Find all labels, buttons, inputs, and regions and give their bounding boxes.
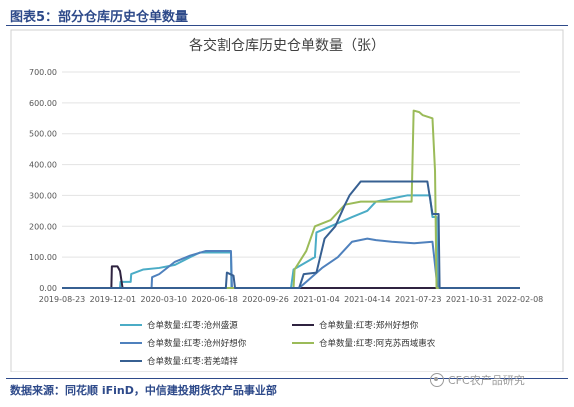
x-tick-label: 2022-02-08 xyxy=(497,295,544,304)
series-line-1 xyxy=(62,194,520,289)
legend-label: 仓单数量:红枣:郑州好想你 xyxy=(319,320,419,331)
y-tick-label: 300.00 xyxy=(29,191,57,200)
y-tick-label: 0.00 xyxy=(39,284,57,293)
chart-title: 各交割仓库历史仓单数量（张） xyxy=(189,37,385,54)
x-tick-label: 2020-06-18 xyxy=(191,295,238,304)
wechat-icon xyxy=(430,373,444,387)
data-source: 数据来源：同花顺 iFinD，中信建投期货农产品事业部 xyxy=(10,384,277,397)
series-line-3 xyxy=(62,237,520,289)
header-divider xyxy=(6,25,568,26)
legend-label: 仓单数量:红枣:沧州盛源 xyxy=(147,320,238,331)
x-tick-label: 2021-07-23 xyxy=(395,295,442,304)
figure-title: 图表5：部分仓库历史仓单数量 xyxy=(10,10,189,25)
series-line-4 xyxy=(62,109,520,289)
x-tick-label: 2021-04-14 xyxy=(344,295,391,304)
y-tick-label: 700.00 xyxy=(29,68,57,77)
legend-label: 仓单数量:红枣:沧州好想你 xyxy=(147,338,247,349)
y-tick-label: 400.00 xyxy=(29,161,57,170)
legend-label: 仓单数量:红枣:若羌靖祥 xyxy=(147,356,238,367)
series-line-5 xyxy=(62,180,520,289)
y-tick-label: 200.00 xyxy=(29,222,57,231)
x-tick-label: 2020-09-26 xyxy=(242,295,289,304)
footer-divider xyxy=(6,378,568,379)
x-tick-label: 2020-03-10 xyxy=(141,295,188,304)
x-axis: 2019-08-23 2019-12-01 2020-03-10 2020-06-18… xyxy=(39,295,544,304)
watermark-text: CFC农产品研究 xyxy=(448,374,525,387)
y-tick-label: 100.00 xyxy=(29,253,57,262)
y-axis: 0.00 100.00 200.00 300.00 400.00 500.00 600.00… xyxy=(29,68,57,293)
series-lines xyxy=(62,109,520,289)
figure-header: 图表5：部分仓库历史仓单数量 xyxy=(0,0,574,26)
warehouse-receipts-chart: 各交割仓库历史仓单数量（张） 0.00 100.00 200.00 300.00 400… xyxy=(10,29,564,372)
x-tick-label: 2019-08-23 xyxy=(39,295,86,304)
x-tick-label: 2021-10-31 xyxy=(446,295,493,304)
x-tick-label: 2021-01-04 xyxy=(293,295,340,304)
watermark: CFC农产品研究 xyxy=(430,372,525,388)
chart-frame xyxy=(10,29,564,372)
y-tick-label: 500.00 xyxy=(29,130,57,139)
legend-label: 仓单数量:红枣:阿克苏西域惠农 xyxy=(319,338,436,349)
x-tick-label: 2019-12-01 xyxy=(90,295,137,304)
y-tick-label: 600.00 xyxy=(29,99,57,108)
